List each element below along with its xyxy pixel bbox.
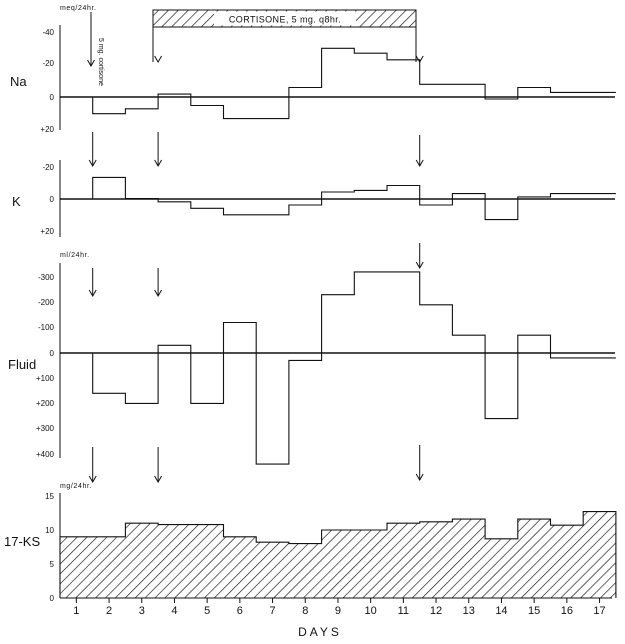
time-marker-arrowhead [154,159,163,167]
fluid-panel-label: Fluid [8,357,36,372]
na-ytick: -20 [42,59,54,68]
dose-arrowhead [87,59,95,67]
time-marker-arrowhead [88,475,97,483]
fluid-ytick: -200 [38,298,55,307]
time-marker-arrowhead [415,159,424,167]
x-tick-label: 12 [430,605,442,617]
k-step-series [92,176,616,221]
x-tick-label: 11 [398,605,409,617]
x-tick-label: 8 [302,605,308,617]
initial-dose-label: 5 mg. cortisone [97,38,104,86]
x-tick-label: 15 [528,605,540,617]
x-tick-label: 7 [269,605,275,617]
x-tick-label: 6 [237,605,243,617]
ks-ytick: 5 [50,560,55,569]
time-markers [87,55,424,483]
panel-na: meq/24hr. Na -40 -20 0 +20 [10,5,616,134]
x-tick-label: 16 [561,605,573,617]
dose-arrowhead [415,55,424,63]
ks-unit-label: mg/24hr. [60,483,92,490]
fluid-ytick: -300 [38,273,55,282]
fluid-unit-label: ml/24hr. [60,252,90,259]
fluid-ytick: 0 [50,349,55,358]
time-marker-arrowhead [88,159,97,167]
time-marker-arrowhead [415,261,424,269]
na-panel-label: Na [10,74,27,89]
x-ticks: 1 2 3 4 5 6 7 8 9 10 11 12 13 14 15 16 17 [73,598,606,617]
x-tick-label: 4 [171,605,177,617]
k-ytick: +20 [40,227,54,236]
cortisone-banner-label: CORTISONE, 5 mg. q8hr. [229,15,341,25]
time-marker-arrowhead [154,289,163,297]
ks-hatched-area [60,511,616,598]
na-ytick: 0 [50,93,55,102]
x-tick-label: 1 [73,605,79,617]
k-ytick: -20 [42,163,54,172]
na-ytick: +20 [40,125,54,134]
x-tick-label: 9 [335,605,341,617]
x-tick-label: 2 [106,605,112,617]
time-marker-arrowhead [415,473,424,481]
x-tick-label: 5 [204,605,210,617]
dose-arrowhead [154,55,163,63]
k-ytick: 0 [50,195,55,204]
fluid-ytick: -100 [38,323,55,332]
fluid-ytick: +100 [36,374,55,383]
ks-step-series [59,511,617,598]
time-marker-arrowhead [154,475,163,483]
panel-k: K -20 0 +20 [12,160,616,237]
ks-ytick: 10 [45,526,54,535]
x-tick-label: 14 [495,605,507,617]
fluid-ytick: +400 [36,450,55,459]
x-tick-label: 17 [593,605,605,617]
fluid-ytick: +300 [36,424,55,433]
panel-fluid: ml/24hr. Fluid -300 -200 -100 0 +100 +20… [8,252,616,465]
na-step-series [92,47,616,120]
fluid-ytick: +200 [36,399,55,408]
time-marker-arrowhead [88,289,97,297]
ks-panel-label: 17-KS [4,534,40,549]
fluid-step-series [92,271,616,465]
x-tick-label: 10 [365,605,377,617]
ks-ytick: 0 [50,594,55,603]
panel-17ks: mg/24hr. 17-KS 0 5 10 15 [4,483,617,603]
ks-ytick: 15 [45,492,54,501]
k-panel-label: K [12,194,21,209]
na-unit-label: meq/24hr. [60,5,97,12]
x-axis-label: DAYS [298,625,342,639]
cortisone-banner-label-bg [214,11,356,26]
x-tick-label: 13 [463,605,475,617]
x-tick-label: 3 [139,605,145,617]
na-ytick: -40 [42,28,54,37]
